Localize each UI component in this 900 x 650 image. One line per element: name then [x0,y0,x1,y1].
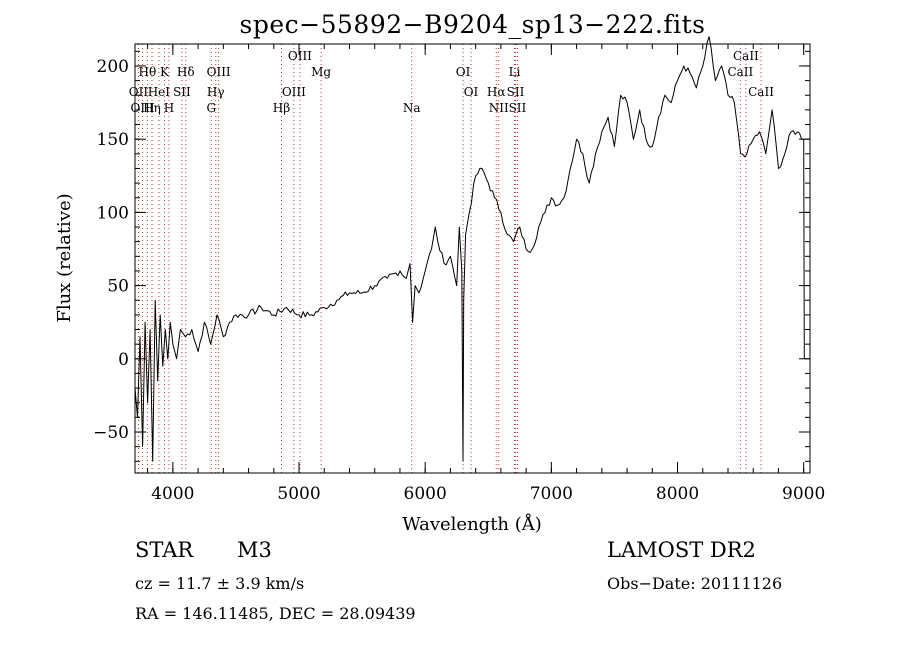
line-label-16: Na [403,101,421,115]
ra-dec-coordinates: RA = 146.11485, DEC = 28.09439 [135,604,416,623]
x-tick-label-2: 6000 [404,484,447,504]
plot-frame [134,43,811,474]
line-label-22: SII [507,85,525,99]
line-label-23: SII [509,101,527,115]
axis-ticks [135,44,810,473]
line-label-13: OIII [282,85,306,99]
object-type: STAR [135,538,194,562]
line-label-5: Hη [143,101,161,115]
line-label-6: HeI [148,85,171,99]
x-tick-label-3: 7000 [530,484,573,504]
line-label-12: Hβ [273,101,290,115]
y-axis-label: Flux (relative) [54,193,75,322]
line-label-3: K [160,65,170,79]
y-tick-label-4: 150 [97,130,129,150]
x-tick-label-4: 8000 [656,484,699,504]
line-label-19: Hα [487,85,506,99]
redshift-cz: cz = 11.7 ± 3.9 km/s [135,574,305,593]
line-label-21: Li [509,65,521,79]
line-label-11: OIII [207,65,231,79]
observation-date: Obs−Date: 20111126 [607,574,783,593]
y-tick-label-1: 0 [118,350,129,370]
line-label-0: Hθ [139,65,157,79]
line-label-15: Mg [311,65,331,79]
spectral-line-markers [137,44,762,473]
line-label-25: CaII [733,49,759,63]
line-label-26: CaII [748,85,774,99]
survey-name: LAMOST DR2 [607,538,756,562]
y-tick-label-3: 100 [97,203,129,223]
line-label-1: OII [129,85,149,99]
line-label-14: OIII [288,49,312,63]
line-label-7: SII [173,85,191,99]
x-tick-label-1: 5000 [277,484,320,504]
line-label-2: OIII [131,101,155,115]
line-label-9: G [207,101,217,115]
axis-tick-labels: 4000 5000 6000 7000 8000 9000 −50 0 50 100 150 200 [93,57,825,504]
line-label-4: H [164,101,174,115]
line-label-17: OI [456,65,471,79]
spectrum-line [134,36,805,462]
line-label-20: NII [489,101,509,115]
spectrum-layer [134,36,805,462]
line-label-10: Hγ [207,85,225,99]
chart-title: spec−55892−B9204_sp13−222.fits [239,10,706,39]
x-axis-label: Wavelength (Å) [402,513,542,535]
object-subclass: M3 [237,538,272,562]
x-tick-label-0: 4000 [151,484,194,504]
line-label-18: OI [464,85,479,99]
y-tick-label-5: 200 [97,57,129,77]
x-tick-label-5: 9000 [782,484,825,504]
line-label-24: CaII [727,65,753,79]
line-label-8: Hδ [177,65,195,79]
y-tick-label-2: 50 [107,277,129,297]
y-tick-label-0: −50 [93,423,129,443]
